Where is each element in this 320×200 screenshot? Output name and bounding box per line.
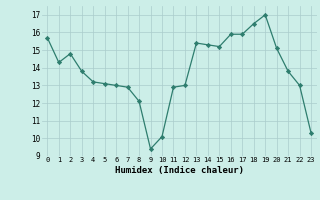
- X-axis label: Humidex (Indice chaleur): Humidex (Indice chaleur): [115, 166, 244, 175]
